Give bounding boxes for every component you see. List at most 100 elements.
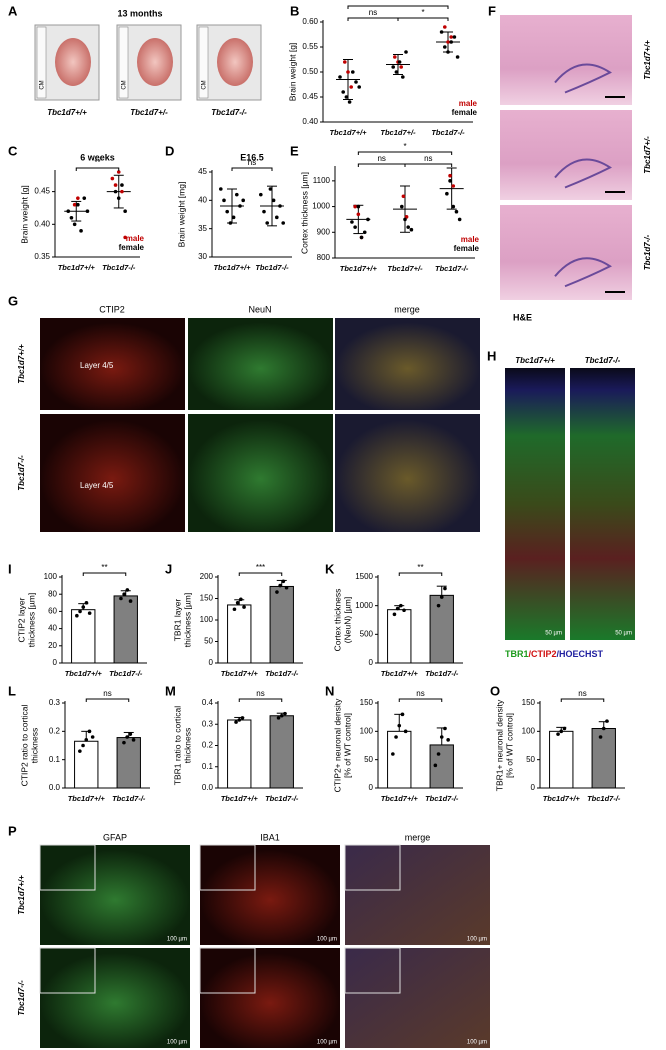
scale-label: 100 µm [467, 1040, 487, 1046]
column-label: Tbc1d7-/- [585, 356, 621, 365]
data-point [439, 595, 444, 599]
photo [188, 414, 333, 532]
data-point [237, 718, 242, 722]
hippocampus [554, 63, 612, 94]
y-tick-label: 0.0 [202, 783, 214, 792]
data-point [85, 209, 90, 214]
data-point [404, 215, 409, 219]
significance-bracket [560, 698, 605, 702]
photo [40, 318, 185, 410]
chart-title: 6 weeks [80, 152, 115, 162]
data-point [123, 209, 127, 214]
data-point [451, 204, 456, 209]
data-point [351, 70, 355, 74]
data-point [403, 217, 407, 222]
panel-letter: B [290, 3, 299, 18]
y-tick-label: 0.1 [202, 762, 214, 771]
data-point [131, 738, 136, 742]
data-point [120, 189, 124, 194]
data-point [353, 225, 357, 229]
column-label: merge [394, 304, 420, 314]
significance-bracket [357, 151, 453, 155]
y-tick-label: 0.55 [302, 42, 318, 51]
data-point [235, 192, 239, 197]
stain-name: /CTIP2 [529, 649, 557, 659]
hippocampus [554, 257, 612, 288]
photo [335, 414, 480, 532]
data-point [341, 90, 346, 94]
y-axis-label: Brain weight [mg] [176, 182, 186, 248]
data-point [90, 735, 95, 739]
data-point [394, 70, 399, 74]
data-point [392, 612, 397, 617]
significance-label: ** [101, 563, 107, 572]
brain [217, 38, 253, 86]
data-point [455, 55, 460, 59]
row-label: Tbc1d7-/- [17, 455, 26, 491]
y-tick-label: 1000 [355, 601, 373, 610]
x-tick-label: Tbc1d7+/+ [381, 794, 419, 803]
data-point [241, 198, 245, 203]
y-tick-label: 150 [360, 698, 374, 707]
panel-letter: E [290, 143, 299, 158]
data-point [125, 735, 129, 739]
data-point [225, 209, 229, 214]
data-point [84, 738, 89, 742]
bar [429, 744, 454, 789]
significance-label: **** [392, 0, 404, 5]
data-point [446, 738, 450, 742]
photo [40, 948, 190, 1048]
scale-label: 50 µm [615, 631, 632, 637]
stain-name: /HOECHST [557, 649, 604, 659]
genotype-label: Tbc1d7+/- [130, 108, 168, 117]
data-point [452, 35, 457, 39]
data-point [234, 720, 238, 724]
data-point [559, 729, 564, 734]
data-point [393, 55, 397, 59]
data-point [76, 202, 80, 207]
data-point [391, 752, 395, 756]
data-point [457, 217, 462, 222]
row-label: Tbc1d7+/+ [17, 875, 26, 915]
inset [39, 947, 96, 994]
y-tick-label: 500 [360, 629, 374, 638]
bar [269, 585, 294, 664]
data-point [275, 215, 279, 220]
photo [570, 368, 635, 640]
y-axis-label: TBR1+ neuronal density [494, 699, 504, 791]
legend-entry: female [452, 108, 478, 117]
y-tick-label: 0 [531, 783, 536, 792]
x-tick-label: Tbc1d7+/+ [58, 263, 96, 272]
significance-label: *** [256, 563, 265, 572]
data-point [72, 222, 77, 227]
data-point [445, 191, 449, 196]
data-point [240, 716, 245, 720]
data-point [284, 585, 289, 590]
genotype-label: Tbc1d7+/+ [47, 108, 87, 117]
data-point [113, 189, 118, 194]
data-point [353, 204, 357, 209]
data-point [82, 196, 87, 200]
row-label: Tbc1d7+/- [643, 136, 652, 174]
ruler [198, 26, 209, 99]
y-axis-label: thickness [µm] [26, 593, 36, 648]
x-tick-label: Tbc1d7+/- [380, 128, 416, 137]
panel-letter: M [165, 683, 176, 698]
y-tick-label: 0.3 [202, 719, 214, 728]
data-point [278, 204, 282, 208]
y-axis-label: CTIP2 ratio to cortical [19, 705, 29, 787]
x-tick-label: Tbc1d7+/+ [68, 794, 106, 803]
significance-label: ns [103, 689, 111, 698]
data-point [446, 50, 450, 54]
data-point [87, 611, 92, 615]
data-point [556, 732, 560, 736]
legend-entry: female [454, 244, 480, 253]
bar [269, 715, 294, 789]
scale-label: 100 µm [167, 937, 187, 943]
significance-bracket [231, 167, 273, 171]
chart-title: E16.5 [240, 152, 264, 162]
significance-label: ns [248, 158, 256, 167]
data-point [72, 202, 77, 207]
data-point [343, 60, 347, 64]
y-tick-label: 0 [53, 658, 58, 667]
